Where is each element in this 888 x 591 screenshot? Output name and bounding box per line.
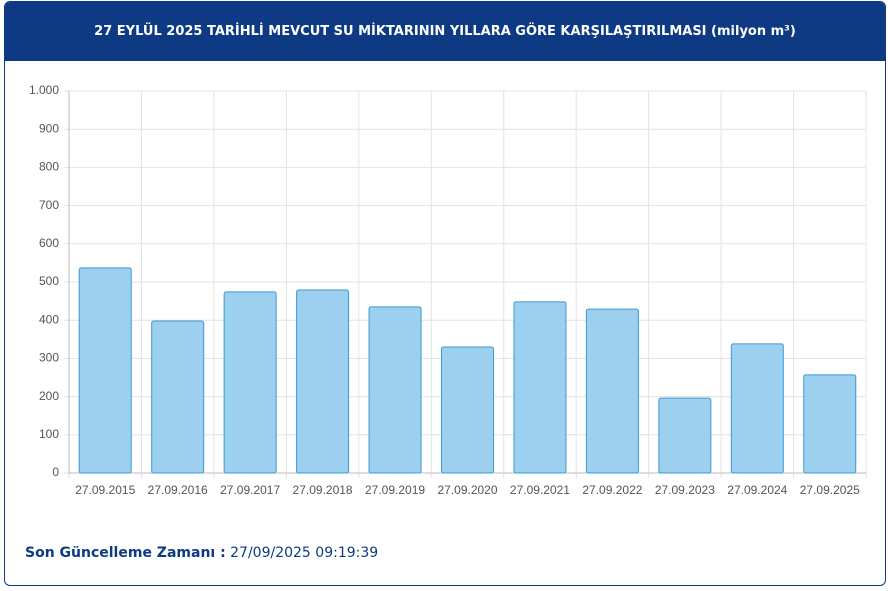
x-tick-label: 27.09.2019	[365, 483, 425, 497]
x-tick-label: 27.09.2022	[582, 483, 642, 497]
bar	[151, 320, 205, 474]
bar	[658, 397, 712, 474]
y-tick-label: 800	[39, 160, 59, 174]
bar	[368, 306, 422, 474]
footer-value: 27/09/2025 09:19:39	[230, 545, 379, 561]
x-tick-label: 27.09.2017	[220, 483, 280, 497]
y-tick-label: 700	[39, 198, 59, 212]
bar	[803, 374, 857, 474]
x-tick-label: 27.09.2023	[655, 483, 715, 497]
bar	[513, 301, 567, 474]
bar	[296, 289, 350, 474]
bar	[730, 343, 784, 474]
x-tick-label: 27.09.2018	[293, 483, 353, 497]
bar	[78, 267, 132, 474]
y-tick-label: 500	[39, 274, 59, 288]
y-tick-label: 400	[39, 312, 59, 326]
y-tick-label: 300	[39, 351, 59, 365]
y-tick-label: 0	[52, 465, 59, 479]
bar	[223, 291, 277, 474]
x-tick-label: 27.09.2021	[510, 483, 570, 497]
footer-label: Son Güncelleme Zamanı :	[25, 545, 226, 561]
y-tick-label: 1.000	[29, 83, 59, 97]
x-tick-label: 27.09.2016	[148, 483, 208, 497]
x-tick-label: 27.09.2024	[727, 483, 787, 497]
x-tick-label: 27.09.2025	[800, 483, 860, 497]
x-tick-label: 27.09.2020	[437, 483, 497, 497]
y-tick-label: 200	[39, 389, 59, 403]
card: 27 EYLÜL 2025 TARİHLİ MEVCUT SU MİKTARIN…	[4, 1, 886, 586]
bar	[441, 346, 494, 474]
chart-title: 27 EYLÜL 2025 TARİHLİ MEVCUT SU MİKTARIN…	[5, 2, 885, 61]
y-tick-label: 900	[39, 121, 59, 135]
x-tick-label: 27.09.2015	[75, 483, 135, 497]
bar	[585, 308, 639, 474]
y-tick-label: 600	[39, 236, 59, 250]
footer: Son Güncelleme Zamanı : 27/09/2025 09:19…	[25, 545, 378, 561]
y-tick-label: 100	[39, 427, 59, 441]
